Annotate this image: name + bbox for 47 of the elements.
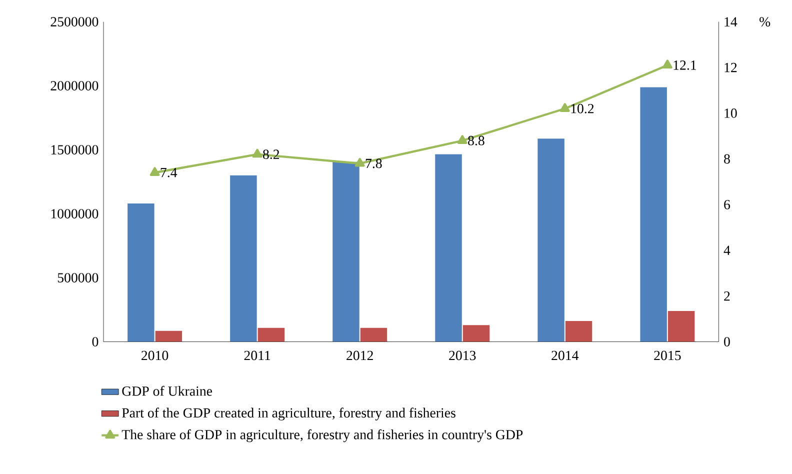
bar — [640, 87, 667, 342]
point — [457, 135, 468, 144]
y2-tick-label: 6 — [724, 200, 730, 210]
bar — [538, 138, 564, 342]
bar — [462, 325, 490, 342]
y-tick-label: 1000000 — [51, 209, 98, 219]
point — [560, 103, 570, 112]
point — [662, 60, 672, 69]
data-label: 12.1 — [674, 60, 696, 70]
x-tick-label: 2011 — [244, 351, 270, 360]
point — [252, 149, 262, 158]
legend-label: The share of GDP in agriculture, forestry and fisheries in country's GDP — [122, 430, 523, 442]
y-tick-label: 2500000 — [50, 17, 98, 27]
y2-tick-label: 0 — [724, 337, 730, 347]
legend-label: GDP of Ukraine — [122, 386, 212, 396]
legend-label: Part of the GDP created in agriculture, forestry and fisheries — [122, 408, 456, 421]
data-label: 10.2 — [571, 104, 594, 114]
y2-tick-label: 8 — [724, 154, 730, 164]
y-tick-label: 500000 — [58, 273, 98, 283]
y-tick-label: 0 — [92, 337, 98, 347]
y2-tick-label: 4 — [724, 246, 730, 256]
bar — [565, 321, 592, 342]
bar — [332, 162, 360, 342]
point — [354, 158, 365, 168]
y2-tick-label: 12 — [724, 63, 737, 72]
y-tick-label: 1500000 — [51, 145, 98, 155]
bar — [360, 328, 388, 342]
bar — [668, 311, 695, 342]
bar — [128, 204, 154, 342]
x-tick-label: 2015 — [654, 351, 681, 360]
y2-tick-label: 10 — [724, 108, 737, 118]
y2-tick-label: 14 — [724, 17, 738, 27]
x-tick-label: 2012 — [346, 351, 373, 360]
data-label: 7.8 — [366, 159, 382, 168]
y2-axis-title: % — [760, 17, 770, 27]
x-tick-label: 2013 — [449, 351, 476, 360]
point — [150, 167, 160, 176]
y2-tick-label: 2 — [724, 292, 730, 301]
bar — [155, 331, 182, 342]
bar — [230, 176, 257, 342]
x-tick-label: 2010 — [142, 351, 168, 360]
x-tick-label: 2014 — [552, 351, 579, 360]
data-label: 8.8 — [468, 136, 484, 146]
bar — [435, 154, 462, 342]
y-tick-label: 2000000 — [50, 81, 98, 91]
bar — [258, 328, 285, 342]
data-label: 7.4 — [160, 168, 178, 178]
